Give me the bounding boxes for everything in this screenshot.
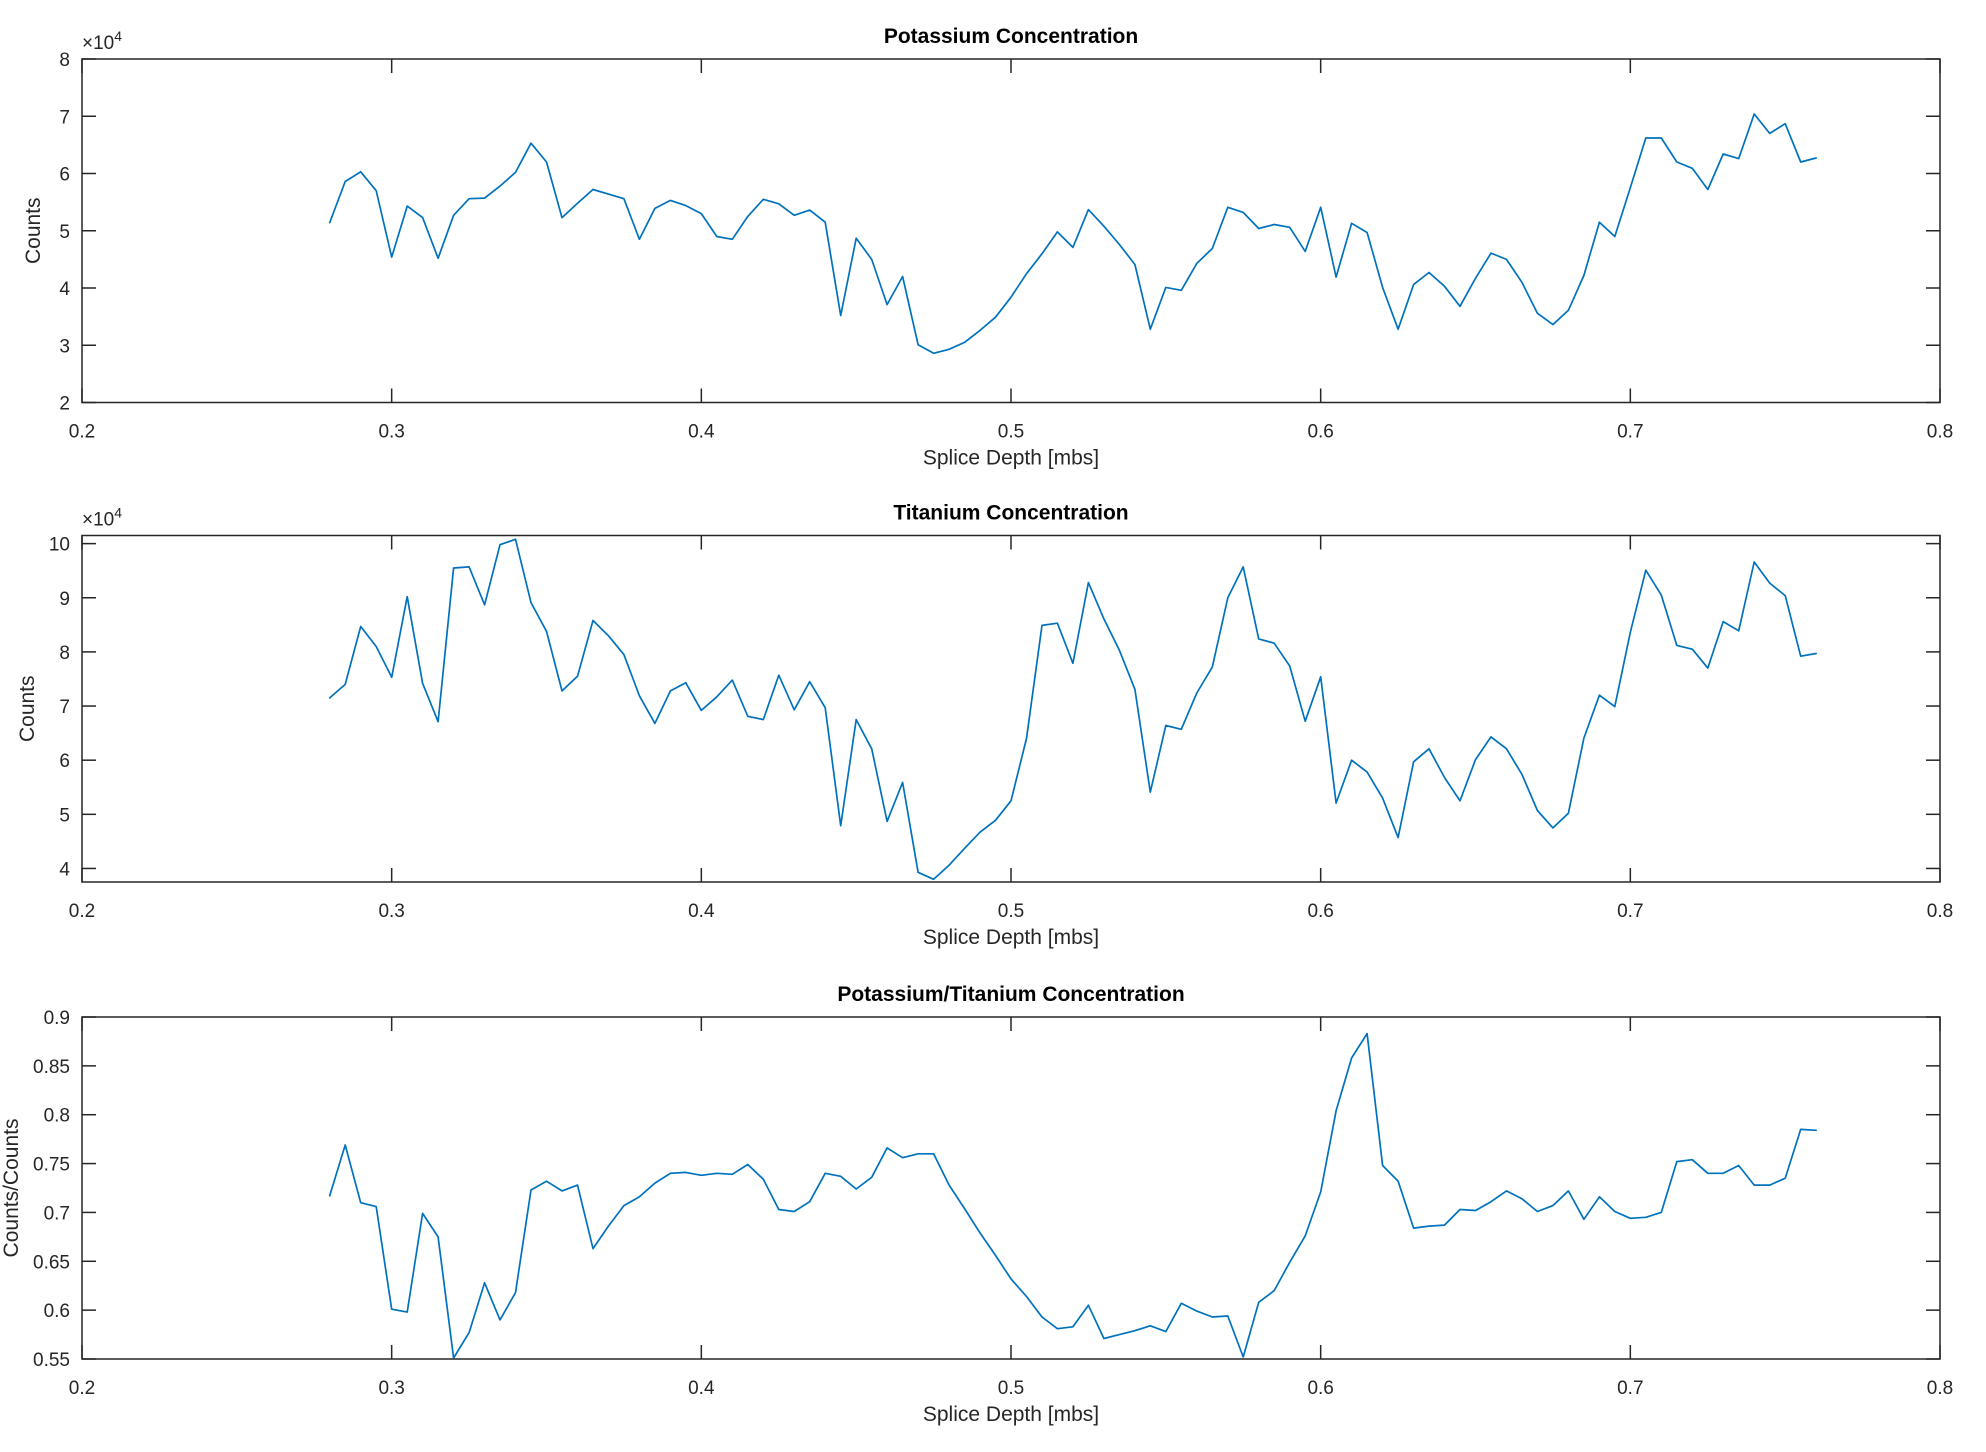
y-exponent-label: ×104 bbox=[82, 28, 122, 54]
x-tick-label: 0.4 bbox=[688, 901, 715, 922]
y-tick-label: 5 bbox=[59, 805, 70, 826]
y-tick-label: 4 bbox=[59, 859, 70, 880]
x-axis-label: Splice Depth [mbs] bbox=[923, 926, 1099, 949]
y-tick-label: 0.85 bbox=[33, 1057, 70, 1078]
axes-box bbox=[81, 58, 1941, 404]
axes-box bbox=[81, 534, 1941, 883]
subplot-potassium: 0.2 0.3 0.4 0.5 0.6 0.7 0.8 2 3 4 5 6 7 8 ×104 Potassiu… bbox=[22, 25, 1953, 470]
x-tick-label: 0.5 bbox=[998, 901, 1024, 922]
y-tick-label: 0.7 bbox=[44, 1203, 70, 1224]
y-axis-label: Counts/Counts bbox=[0, 1119, 23, 1258]
y-tick-label: 0.9 bbox=[44, 1008, 70, 1029]
y-tick-label: 0.6 bbox=[44, 1301, 70, 1322]
x-tick-label: 0.8 bbox=[1927, 1378, 1953, 1399]
y-exponent-label: ×104 bbox=[82, 505, 122, 531]
chart-title: Potassium Concentration bbox=[884, 25, 1138, 48]
y-tick-label: 3 bbox=[59, 336, 70, 357]
x-tick-label: 0.7 bbox=[1617, 1378, 1643, 1399]
subplot-titanium: 0.2 0.3 0.4 0.5 0.6 0.7 0.8 4 5 6 7 8 9 10 ×104 Titaniu… bbox=[16, 502, 1953, 950]
x-tick-label: 0.5 bbox=[998, 422, 1024, 443]
y-tick-label: 7 bbox=[59, 107, 70, 128]
x-tick-label: 0.3 bbox=[378, 1378, 404, 1399]
axes-box bbox=[81, 1016, 1941, 1360]
y-tick-label: 7 bbox=[59, 697, 70, 718]
x-tick-label: 0.6 bbox=[1307, 901, 1333, 922]
series-line-potassium bbox=[328, 113, 1817, 355]
x-tick-label: 0.2 bbox=[69, 901, 95, 922]
y-axis-label: Counts bbox=[16, 675, 39, 742]
y-tick-label: 6 bbox=[59, 165, 70, 186]
series-line-titanium bbox=[328, 538, 1817, 881]
x-axis-label: Splice Depth [mbs] bbox=[923, 1403, 1099, 1426]
y-tick-label: 10 bbox=[49, 535, 70, 556]
y-tick-label: 4 bbox=[59, 279, 70, 300]
x-axis-label: Splice Depth [mbs] bbox=[923, 447, 1099, 470]
chart-title: Titanium Concentration bbox=[893, 502, 1128, 525]
x-tick-label: 0.2 bbox=[69, 422, 95, 443]
x-tick-label: 0.2 bbox=[69, 1378, 95, 1399]
chart-title: Potassium/Titanium Concentration bbox=[837, 983, 1184, 1006]
series-line-ratio bbox=[328, 1032, 1817, 1359]
x-tick-label: 0.4 bbox=[688, 422, 715, 443]
y-tick-label: 9 bbox=[59, 589, 70, 610]
y-tick-label: 8 bbox=[59, 50, 70, 71]
y-tick-label: 0.55 bbox=[33, 1350, 70, 1371]
y-tick-label: 0.8 bbox=[44, 1106, 70, 1127]
x-tick-label: 0.6 bbox=[1307, 1378, 1333, 1399]
y-tick-label: 5 bbox=[59, 222, 70, 243]
y-tick-label: 6 bbox=[59, 751, 70, 772]
x-tick-label: 0.3 bbox=[378, 422, 404, 443]
x-tick-label: 0.6 bbox=[1307, 422, 1333, 443]
x-tick-label: 0.7 bbox=[1617, 422, 1643, 443]
x-tick-label: 0.8 bbox=[1927, 422, 1953, 443]
subplot-ratio: 0.2 0.3 0.4 0.5 0.6 0.7 0.8 0.55 0.6 0.65 0.7 0.75 0… bbox=[0, 983, 1953, 1426]
x-tick-label: 0.4 bbox=[688, 1378, 715, 1399]
x-tick-label: 0.3 bbox=[378, 901, 404, 922]
y-tick-label: 2 bbox=[59, 394, 70, 415]
x-tick-label: 0.7 bbox=[1617, 901, 1643, 922]
y-tick-label: 0.65 bbox=[33, 1252, 70, 1273]
y-axis-label: Counts bbox=[22, 197, 45, 264]
x-tick-label: 0.8 bbox=[1927, 901, 1953, 922]
y-tick-label: 0.75 bbox=[33, 1155, 70, 1176]
y-tick-label: 8 bbox=[59, 643, 70, 664]
x-tick-label: 0.5 bbox=[998, 1378, 1024, 1399]
